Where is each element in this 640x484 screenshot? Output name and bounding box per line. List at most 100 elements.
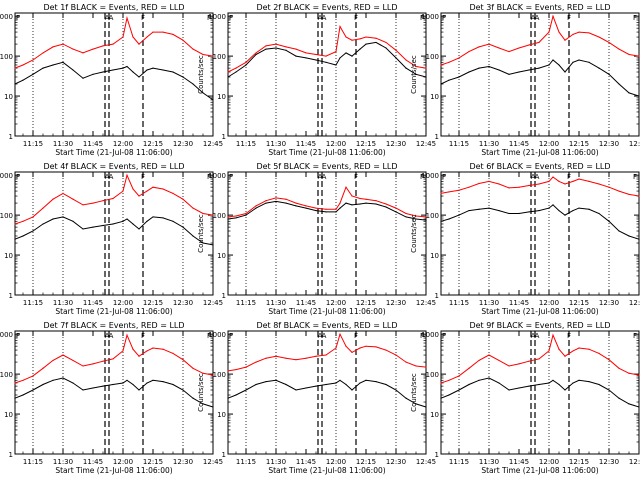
data-point-lld (351, 195, 353, 197)
marker-letter: A (318, 173, 323, 181)
data-point-events (295, 55, 297, 57)
marker-letter: F (229, 14, 233, 22)
data-point-events (315, 209, 317, 212)
panel-title: Det 6f BLACK = Events, RED = LLD (469, 162, 610, 171)
data-point-lld (552, 15, 554, 17)
data-point-events (339, 379, 341, 381)
data-point-lld (305, 205, 307, 207)
data-point-events (339, 57, 341, 59)
data-point-lld (212, 214, 214, 216)
x-tick-label: 11:45 (509, 140, 529, 148)
data-point-lld (146, 36, 148, 38)
data-point-lld (62, 43, 64, 45)
data-point-events (618, 397, 620, 399)
x-tick-label: 11:45 (509, 458, 529, 466)
data-point-events (578, 207, 580, 209)
y-tick-label: 100 (213, 53, 226, 61)
x-tick-label: 11:15 (449, 299, 469, 307)
data-point-lld (275, 355, 277, 357)
data-point-lld (375, 346, 377, 348)
data-point-events (245, 64, 247, 66)
x-tick-label: 11:45 (509, 299, 529, 307)
data-point-lld (468, 186, 470, 188)
series-line-events (440, 204, 640, 240)
x-axis-label: Start Time (21-Jul-08 11:06:00) (481, 466, 598, 475)
x-tick-label: 11:45 (83, 458, 103, 466)
data-point-events (608, 389, 610, 391)
data-point-events (138, 228, 140, 230)
x-tick-label: 11:15 (23, 140, 43, 148)
marker-letter: F (442, 332, 446, 340)
y-tick-label: 1 (222, 451, 226, 459)
data-point-events (365, 379, 367, 381)
data-point-events (72, 69, 74, 71)
y-tick-label: 100 (213, 212, 226, 220)
data-point-events (608, 220, 610, 222)
data-point-lld (415, 365, 417, 367)
marker-letter: F (354, 173, 358, 181)
data-point-lld (235, 368, 237, 371)
x-tick-label: 12:30 (599, 140, 619, 148)
y-tick-label: 1 (435, 292, 439, 300)
data-point-events (458, 214, 460, 216)
marker-letter: A (318, 332, 323, 340)
data-point-events (415, 218, 417, 220)
data-point-lld (42, 207, 44, 209)
y-tick-label: 100 (426, 53, 439, 61)
data-point-events (152, 67, 154, 69)
data-point-events (82, 77, 84, 79)
marker-letter: F (141, 332, 145, 340)
x-tick-label: 12:00 (113, 140, 133, 148)
data-point-lld (172, 192, 174, 194)
data-point-events (227, 218, 229, 220)
data-point-lld (572, 180, 574, 182)
data-point-lld (415, 215, 417, 217)
data-point-lld (425, 216, 427, 218)
x-tick-label: 12:45 (629, 299, 640, 307)
data-point-events (395, 389, 397, 391)
x-tick-label: 11:30 (53, 458, 73, 466)
data-point-events (22, 235, 24, 237)
x-tick-label: 12:15 (356, 458, 376, 466)
data-point-lld (395, 207, 397, 209)
data-point-events (351, 204, 353, 206)
data-point-events (415, 73, 417, 75)
data-point-events (265, 380, 267, 383)
plot-frame (440, 330, 640, 455)
data-point-events (628, 403, 630, 405)
data-point-lld (212, 374, 214, 376)
y-tick-label: 1000 (208, 331, 226, 339)
data-point-events (315, 385, 317, 387)
data-point-lld (305, 52, 307, 54)
data-point-events (152, 216, 154, 218)
data-point-events (365, 43, 367, 45)
data-point-events (62, 61, 64, 63)
data-point-events (425, 219, 427, 221)
data-point-events (558, 383, 560, 386)
data-point-events (138, 76, 140, 78)
x-tick-label: 11:15 (236, 458, 256, 466)
y-tick-label: 10 (217, 252, 226, 260)
x-tick-label: 12:45 (629, 140, 640, 148)
data-point-lld (518, 363, 520, 365)
data-point-lld (375, 200, 377, 202)
data-point-events (618, 83, 620, 85)
data-point-events (468, 71, 470, 73)
data-point-events (578, 379, 580, 381)
y-axis-label: Counts/sec (410, 373, 418, 412)
data-point-events (598, 383, 600, 386)
data-point-events (440, 83, 442, 85)
data-point-events (126, 65, 128, 68)
marker-letter: F (207, 14, 211, 22)
y-tick-label: 1000 (421, 331, 439, 339)
data-point-events (192, 235, 194, 237)
series-line-events (227, 41, 427, 78)
data-point-lld (345, 345, 347, 347)
x-axis-label: Start Time (21-Jul-08 11:06:00) (481, 148, 598, 157)
data-point-lld (538, 358, 540, 360)
data-point-events (22, 79, 24, 81)
data-point-events (345, 52, 347, 54)
data-point-events (62, 377, 64, 379)
data-point-events (448, 218, 450, 220)
data-point-lld (628, 193, 630, 195)
